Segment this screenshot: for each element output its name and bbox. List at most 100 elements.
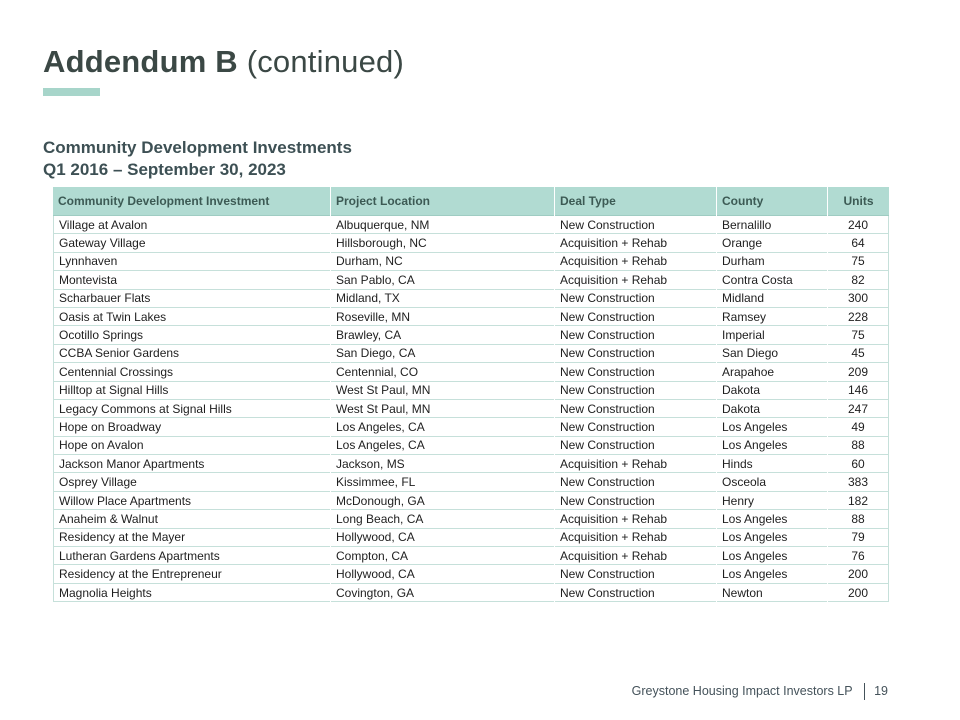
table-cell: Los Angeles <box>717 528 827 548</box>
column-header: Community Development Investment <box>53 187 330 216</box>
table-row: Anaheim & Walnut Long Beach, CA Acquisitio… <box>53 510 889 529</box>
table-cell: Albuquerque, NM <box>331 216 554 235</box>
table-cell: Long Beach, CA <box>331 510 554 529</box>
table-row: CCBA Senior Gardens San Diego, CA New Cons… <box>53 344 889 364</box>
table-cell: 49 <box>828 418 889 437</box>
table-row: Lynnhaven Durham, NC Acquisition + Rehab Du… <box>53 252 889 272</box>
table-cell: West St Paul, MN <box>331 399 554 419</box>
table-cell: New Construction <box>555 491 716 511</box>
table-cell: Acquisition + Rehab <box>555 510 716 529</box>
table-cell: New Construction <box>555 289 716 308</box>
table-cell: Gateway Village <box>53 234 330 253</box>
table-cell: Lutheran Gardens Apartments <box>53 547 330 566</box>
slide-footer: Greystone Housing Impact Investors LP 19 <box>632 681 888 701</box>
table-cell: Los Angeles, CA <box>331 418 554 437</box>
title-accent-bar <box>43 88 100 96</box>
table-cell: Los Angeles <box>717 418 827 437</box>
page-title-bold: Addendum B <box>43 44 238 79</box>
table-row: Residency at the Entrepreneur Hollywood, … <box>53 565 889 584</box>
column-header: County <box>717 187 827 216</box>
table-cell: Residency at the Mayer <box>53 528 330 548</box>
table-body: Village at Avalon Albuquerque, NM New Cons… <box>53 216 889 603</box>
table-cell: Bernalillo <box>717 216 827 235</box>
table-cell: Midland, TX <box>331 289 554 308</box>
table-cell: Compton, CA <box>331 547 554 566</box>
table-row: Centennial Crossings Centennial, CO New Co… <box>53 363 889 382</box>
table-cell: Acquisition + Rehab <box>555 528 716 548</box>
page-title: Addendum B (continued) <box>43 44 404 80</box>
column-header: Project Location <box>331 187 554 216</box>
table-row: Oasis at Twin Lakes Roseville, MN New Cons… <box>53 307 889 327</box>
table-cell: Ramsey <box>717 307 827 327</box>
subtitle-line-2: Q1 2016 – September 30, 2023 <box>43 160 286 179</box>
table-cell: Centennial Crossings <box>53 363 330 382</box>
table-cell: 75 <box>828 326 889 345</box>
table-cell: Hilltop at Signal Hills <box>53 381 330 400</box>
table-cell: Los Angeles, CA <box>331 436 554 456</box>
table-row: Scharbauer Flats Midland, TX New Construct… <box>53 289 889 308</box>
table-cell: New Construction <box>555 381 716 400</box>
table-cell: 200 <box>828 583 889 603</box>
table-row: Hope on Avalon Los Angeles, CA New Constru… <box>53 436 889 456</box>
table-cell: Contra Costa <box>717 271 827 290</box>
table-cell: 88 <box>828 510 889 529</box>
table-cell: 76 <box>828 547 889 566</box>
table-cell: Osceola <box>717 473 827 492</box>
table-cell: Acquisition + Rehab <box>555 455 716 474</box>
table-cell: Hillsborough, NC <box>331 234 554 253</box>
table-cell: New Construction <box>555 436 716 456</box>
table-cell: New Construction <box>555 399 716 419</box>
table-cell: New Construction <box>555 565 716 584</box>
table-cell: Lynnhaven <box>53 252 330 272</box>
table-cell: Los Angeles <box>717 547 827 566</box>
footer-divider <box>863 682 866 700</box>
table-row: Hilltop at Signal Hills West St Paul, MN N… <box>53 381 889 400</box>
table-cell: CCBA Senior Gardens <box>53 344 330 364</box>
table-cell: Los Angeles <box>717 565 827 584</box>
table-row: Hope on Broadway Los Angeles, CA New Const… <box>53 418 889 437</box>
table-cell: Durham <box>717 252 827 272</box>
table-cell: New Construction <box>555 344 716 364</box>
table-cell: Henry <box>717 491 827 511</box>
investments-table-container: Community Development Investment Project … <box>52 187 890 603</box>
table-cell: Roseville, MN <box>331 307 554 327</box>
table-cell: San Diego, CA <box>331 344 554 364</box>
column-header: Deal Type <box>555 187 716 216</box>
table-cell: Kissimmee, FL <box>331 473 554 492</box>
section-subtitle: Community Development Investments Q1 201… <box>43 137 352 181</box>
table-cell: 64 <box>828 234 889 253</box>
column-header: Units <box>828 187 889 216</box>
table-cell: Acquisition + Rehab <box>555 234 716 253</box>
table-row: Jackson Manor Apartments Jackson, MS Acqui… <box>53 455 889 474</box>
table-cell: Brawley, CA <box>331 326 554 345</box>
table-cell: Hope on Broadway <box>53 418 330 437</box>
table-cell: Durham, NC <box>331 252 554 272</box>
table-cell: 383 <box>828 473 889 492</box>
table-cell: New Construction <box>555 418 716 437</box>
footer-company-name: Greystone Housing Impact Investors LP <box>631 684 853 698</box>
table-cell: 209 <box>828 363 889 382</box>
table-cell: Ocotillo Springs <box>53 326 330 345</box>
table-cell: San Pablo, CA <box>331 271 554 290</box>
table-cell: New Construction <box>555 473 716 492</box>
table-cell: Jackson Manor Apartments <box>53 455 330 474</box>
table-cell: Covington, GA <box>331 583 554 603</box>
table-cell: 60 <box>828 455 889 474</box>
table-row: Osprey Village Kissimmee, FL New Construct… <box>53 473 889 492</box>
table-cell: New Construction <box>555 363 716 382</box>
table-row: Magnolia Heights Covington, GA New Constru… <box>53 583 889 603</box>
table-cell: West St Paul, MN <box>331 381 554 400</box>
table-cell: San Diego <box>717 344 827 364</box>
table-row: Ocotillo Springs Brawley, CA New Construct… <box>53 326 889 345</box>
table-row: Gateway Village Hillsborough, NC Acquisiti… <box>53 234 889 253</box>
investments-table: Community Development Investment Project … <box>52 187 890 603</box>
table-cell: 200 <box>828 565 889 584</box>
table-row: Willow Place Apartments McDonough, GA New … <box>53 491 889 511</box>
table-cell: Hinds <box>717 455 827 474</box>
table-cell: Montevista <box>53 271 330 290</box>
table-cell: 182 <box>828 491 889 511</box>
table-cell: Centennial, CO <box>331 363 554 382</box>
table-cell: New Construction <box>555 583 716 603</box>
page-title-continued: (continued) <box>237 44 404 79</box>
table-cell: 247 <box>828 399 889 419</box>
